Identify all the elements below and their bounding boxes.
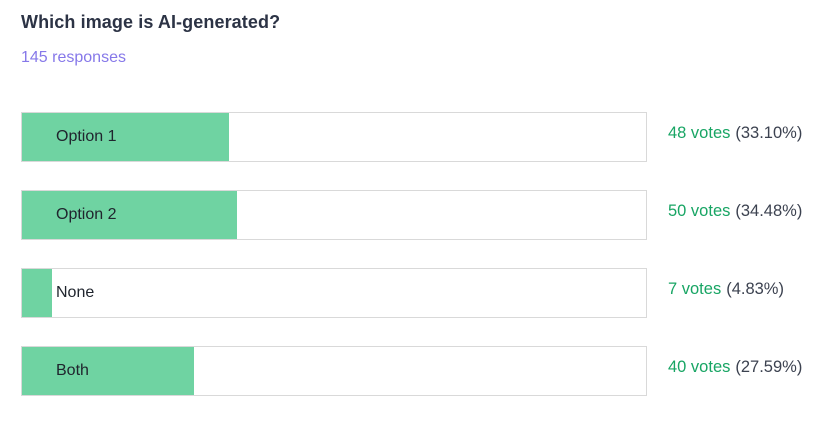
poll-option-row: Option 2 50 votes (34.48%): [0, 190, 823, 240]
poll-option-label: None: [56, 284, 95, 301]
poll-bar-fill: [22, 347, 195, 395]
poll-bar-track: None: [21, 268, 647, 318]
poll-bar-track: Both: [21, 346, 647, 396]
poll-votes-count: 40 votes: [668, 357, 731, 376]
poll-bar-fill: [22, 269, 53, 317]
poll-bar-fill: [22, 191, 238, 239]
poll-votes-percent: (34.48%): [735, 201, 803, 220]
poll-option-label: Option 1: [56, 128, 117, 145]
poll-votes-count: 50 votes: [668, 201, 731, 220]
poll-votes-count: 7 votes: [668, 279, 722, 298]
poll-option-result: 40 votes (27.59%): [668, 342, 802, 392]
poll-bar-fill: [22, 113, 229, 161]
poll-option-result: 50 votes (34.48%): [668, 186, 802, 236]
poll-option-label: Both: [56, 362, 89, 379]
poll-bar-track: Option 1: [21, 112, 647, 162]
poll-option-result: 7 votes (4.83%): [668, 264, 784, 314]
poll-option-row: Both 40 votes (27.59%): [0, 346, 823, 396]
poll-bar-track: Option 2: [21, 190, 647, 240]
poll-option-row: None 7 votes (4.83%): [0, 268, 823, 318]
poll-response-count: 145 responses: [21, 49, 126, 66]
poll-votes-count: 48 votes: [668, 123, 731, 142]
poll-question-title: Which image is AI-generated?: [21, 12, 281, 32]
poll-votes-percent: (27.59%): [735, 357, 803, 376]
poll-option-label: Option 2: [56, 206, 117, 223]
poll-option-result: 48 votes (33.10%): [668, 108, 802, 158]
poll-votes-percent: (4.83%): [726, 279, 784, 298]
poll-votes-percent: (33.10%): [735, 123, 803, 142]
poll-option-row: Option 1 48 votes (33.10%): [0, 112, 823, 162]
